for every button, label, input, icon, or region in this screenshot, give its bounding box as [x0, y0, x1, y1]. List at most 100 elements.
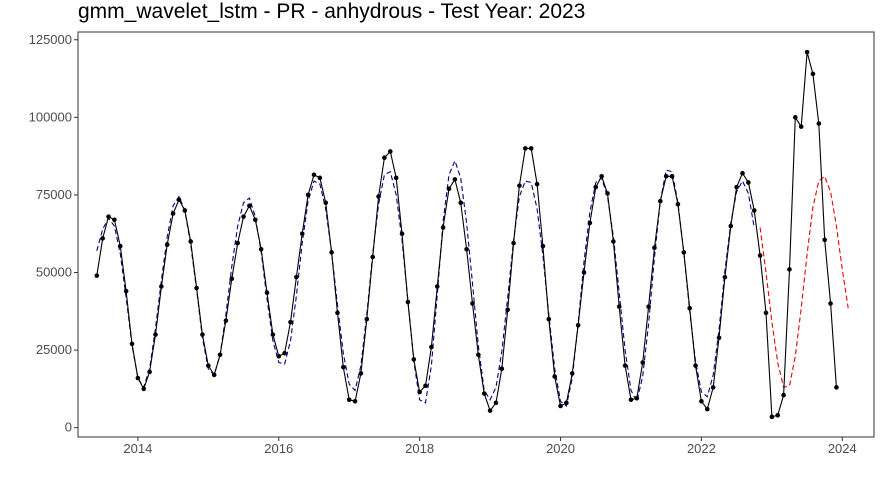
actual-data-point: [411, 357, 417, 362]
actual-data-point: [182, 208, 188, 213]
actual-data-point: [94, 273, 100, 278]
actual-data-point: [440, 225, 446, 230]
actual-data-point: [346, 397, 352, 403]
actual-data-point: [652, 245, 657, 250]
actual-data-point: [170, 211, 176, 216]
actual-data-point: [423, 383, 428, 389]
actual-data-point: [458, 200, 464, 205]
actual-data-point: [299, 231, 305, 237]
actual-data-point: [523, 146, 528, 151]
actual-data-point: [429, 344, 434, 350]
actual-data-point: [229, 276, 235, 282]
x-tick-label: 2018: [405, 441, 434, 456]
y-axis: 0 25000 50000 75000 100000 125000: [29, 32, 78, 435]
x-tick-label: 2020: [546, 441, 575, 456]
actual-data-point: [188, 239, 194, 244]
actual-data-point: [323, 200, 329, 205]
actual-data-point: [757, 253, 763, 258]
actual-data-point: [206, 363, 211, 368]
actual-data-point: [534, 181, 540, 187]
actual-data-point: [816, 121, 822, 126]
actual-data-point: [493, 400, 499, 406]
actual-data-point: [728, 223, 734, 229]
actual-data-point: [505, 307, 510, 313]
actual-data-point: [605, 191, 610, 196]
actual-data-point: [247, 203, 252, 209]
y-tick-label: 50000: [36, 265, 72, 280]
actual-data-point: [288, 319, 293, 325]
actual-data-point: [464, 246, 469, 252]
actual-data-point: [358, 371, 364, 376]
actual-data-point: [798, 124, 804, 129]
actual-data-point: [828, 301, 833, 306]
actual-data-point: [106, 214, 111, 219]
actual-data-point: [663, 174, 669, 179]
actual-data-point: [252, 217, 258, 223]
actual-data-point: [376, 194, 381, 199]
actual-data-point: [710, 385, 716, 390]
actual-data-point: [793, 115, 798, 120]
y-tick-label: 100000: [29, 109, 72, 124]
actual-data-point: [575, 322, 581, 328]
actual-data-point: [417, 389, 422, 395]
actual-data-point: [834, 385, 839, 390]
actual-data-point: [616, 304, 622, 309]
actual-data-point: [669, 174, 675, 179]
actual-data-point: [746, 180, 751, 185]
actual-data-point: [599, 174, 604, 179]
actual-data-point: [211, 372, 217, 378]
actual-data-point: [528, 146, 534, 151]
actual-data-point: [434, 284, 440, 289]
actual-data-point: [282, 350, 287, 356]
actual-data-point: [804, 49, 810, 55]
actual-data-point: [370, 254, 375, 260]
actual-data-point: [564, 400, 569, 406]
actual-data-point: [176, 197, 182, 202]
actual-data-point: [734, 184, 739, 190]
chart-title: gmm_wavelet_lstm - PR - anhydrous - Test…: [78, 0, 586, 23]
actual-data-point: [393, 175, 399, 181]
actual-data-point: [335, 310, 340, 316]
actual-data-point: [740, 170, 745, 176]
actual-data-point: [305, 192, 311, 198]
actual-data-point: [499, 366, 505, 372]
actual-data-point: [264, 290, 270, 295]
actual-data-point: [540, 243, 546, 249]
actual-data-point: [364, 316, 370, 322]
actual-data-point: [769, 414, 775, 420]
actual-data-point: [399, 231, 405, 237]
actual-data-point: [217, 352, 223, 358]
actual-data-point: [675, 201, 681, 207]
actual-data-point: [341, 364, 346, 370]
actual-data-point: [135, 375, 141, 381]
actual-data-point: [382, 155, 387, 160]
actual-data-point: [270, 332, 276, 337]
y-tick-label: 125000: [29, 32, 72, 47]
fitted-series-line: [96, 159, 755, 407]
actual-data-point: [294, 274, 299, 280]
actual-data-point: [100, 236, 105, 241]
actual-data-point: [258, 246, 264, 252]
actual-data-point: [775, 412, 781, 418]
actual-data-point: [634, 395, 640, 401]
actual-data-point: [810, 71, 816, 77]
actual-data-point: [194, 285, 199, 291]
actual-data-point: [123, 288, 129, 294]
actual-data-point: [704, 406, 710, 412]
actual-data-point: [763, 310, 769, 316]
actual-data-point: [658, 198, 663, 204]
actual-data-point: [311, 172, 317, 178]
y-tick-label: 0: [65, 420, 72, 435]
actual-data-point: [317, 175, 323, 181]
actual-data-point: [646, 304, 651, 309]
panel-border: [77, 31, 875, 438]
actual-data-point: [117, 243, 123, 249]
actual-data-point: [147, 369, 152, 375]
actual-data-point: [781, 392, 786, 398]
actual-data-point: [235, 240, 240, 246]
actual-data-point: [517, 183, 522, 188]
actual-data-point: [164, 242, 170, 247]
x-tick-label: 2014: [123, 441, 152, 456]
actual-data-point: [622, 363, 628, 368]
